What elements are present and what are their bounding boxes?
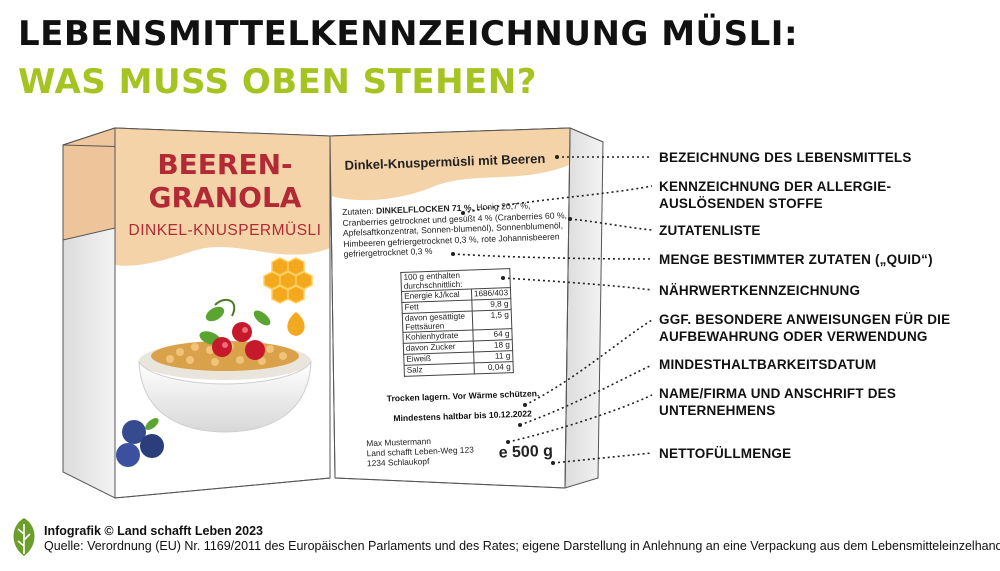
net-weight: e 500 g xyxy=(498,442,554,462)
footer-credit: Infografik © Land schafft Leben 2023 xyxy=(44,524,263,538)
leaf-logo-icon xyxy=(13,518,35,556)
front-subtitle: DINKEL-KNUSPERMÜSLI xyxy=(128,222,322,239)
table-row: Salz 0,04 g xyxy=(404,361,514,376)
ingredients-prefix: Zutaten: xyxy=(341,205,377,217)
nutrition-label: davon gesättigte Fettsäuren xyxy=(402,310,473,332)
annotation-net-quantity: NETTOFÜLLMENGE xyxy=(659,446,792,461)
front-box xyxy=(62,127,346,499)
title-line-1: LEBENSMITTELKENNZEICHNUNG MÜSLI: xyxy=(18,14,799,54)
annotation-nutrition: NÄHRWERTKENNZEICHNUNG xyxy=(659,283,861,298)
best-before-date: Mindestens haltbar bis 10.12.2022 xyxy=(393,407,532,423)
footer-source: Quelle: Verordnung (EU) Nr. 1169/2011 de… xyxy=(44,539,1000,553)
annotation-ingredients: ZUTATENLISTE xyxy=(659,223,761,238)
ingredients-list: Zutaten: DINKELFLOCKEN 71 %, Honig 20,7 … xyxy=(342,199,576,260)
annotation-quid: MENGE BESTIMMTER ZUTATEN („QUID“) xyxy=(659,252,933,267)
nutrition-value: 0,04 g xyxy=(473,361,514,374)
product-name: Dinkel-Knuspermüsli mit Beeren xyxy=(344,150,546,173)
annotation-storage: GGF. BESONDERE ANWEISUNGEN FÜR DIE AUFBE… xyxy=(659,312,951,344)
honeycomb-icon xyxy=(263,257,313,304)
annotation-company: NAME/FIRMA UND ANSCHRIFT DES UNTERNEHMEN… xyxy=(659,386,897,418)
annotation-allergens: KENNZEICHNUNG DER ALLERGIE-AUSLÖSENDEN S… xyxy=(659,179,892,211)
front-title-line-2: GRANOLA xyxy=(148,181,302,214)
back-box xyxy=(329,127,604,489)
leader-dots xyxy=(451,155,572,465)
back-label: Dinkel-Knuspermüsli mit Beeren Zutaten: … xyxy=(340,142,591,469)
front-title-line-1: BEEREN- xyxy=(157,148,293,181)
berries-icon xyxy=(199,298,271,360)
annotation-best-before: MINDESTHALTBARKEITSDATUM xyxy=(659,357,877,372)
title-line-2: WAS MUSS OBEN STEHEN? xyxy=(18,62,537,102)
storage-instructions: Trocken lagern. Vor Wärme schützen. xyxy=(386,387,540,404)
nutrition-value: 1,5 g xyxy=(472,309,512,330)
nutrition-table: 100 g enthalten durchschnittlich: Energi… xyxy=(400,268,514,377)
leader-lines xyxy=(452,156,653,464)
nutrition-label: Salz xyxy=(404,362,475,376)
blueberries-icon xyxy=(116,418,164,467)
annotation-product-name: BEZEICHNUNG DES LEBENSMITTELS xyxy=(659,150,912,165)
honey-drop-icon xyxy=(287,304,305,336)
